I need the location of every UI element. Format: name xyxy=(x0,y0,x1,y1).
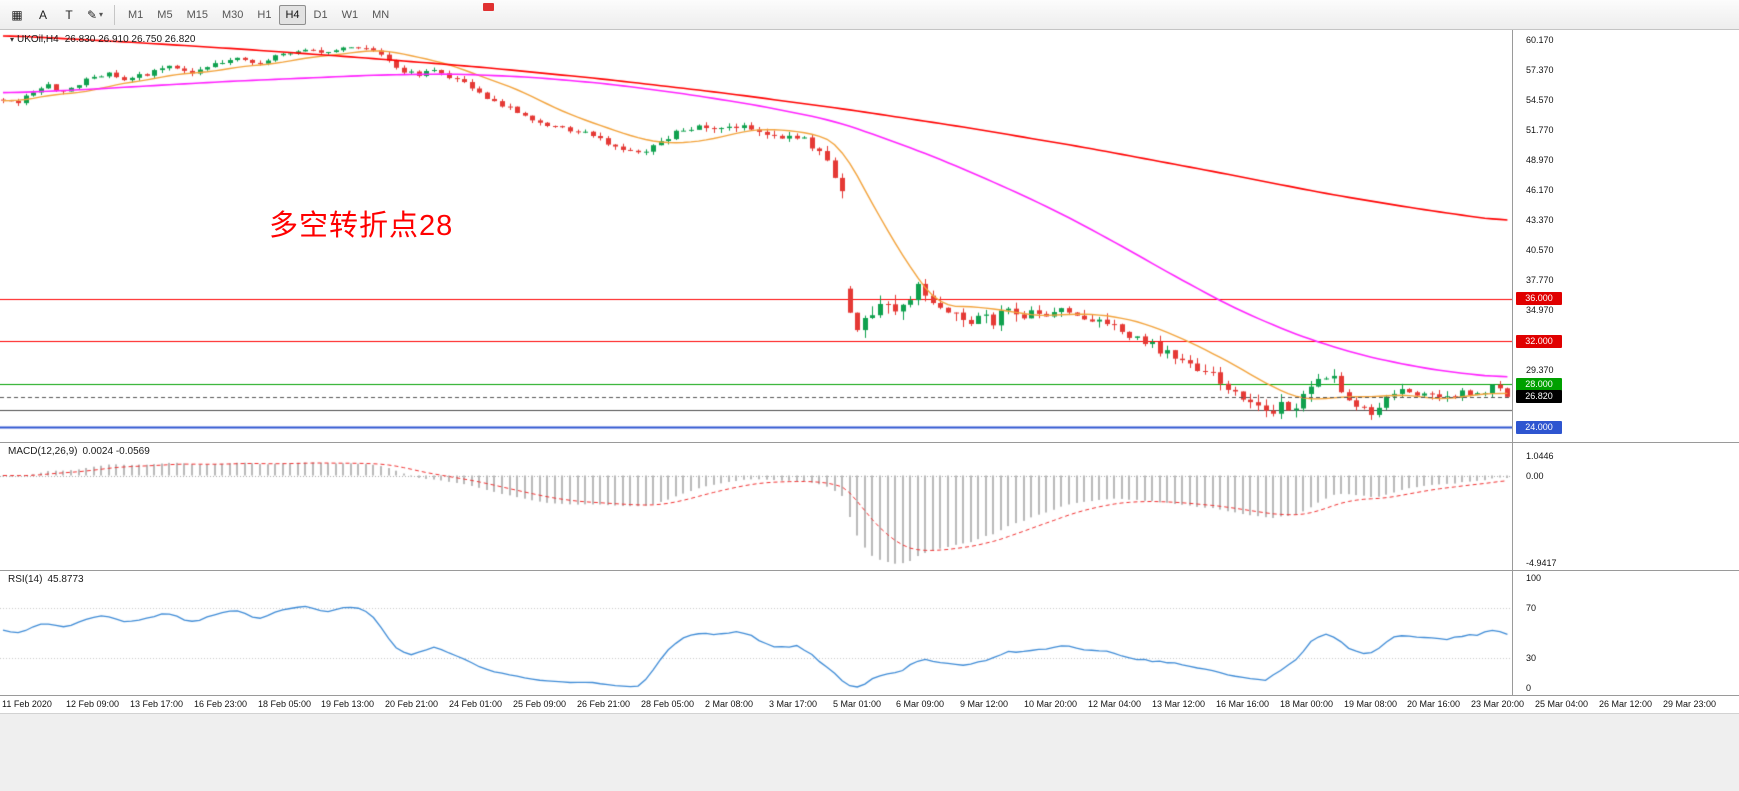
macd-scale-label: 0.00 xyxy=(1526,470,1544,481)
collapse-caret-icon[interactable]: ▾ xyxy=(10,35,15,44)
rsi-indicator-canvas[interactable] xyxy=(0,571,1512,695)
price-badge: 24.000 xyxy=(1516,420,1562,434)
panel-separator[interactable] xyxy=(0,570,1739,571)
time-axis-label: 20 Feb 21:00 xyxy=(385,699,439,709)
timeframe-button-m1[interactable]: M1 xyxy=(128,8,144,21)
timeframe-button-m15[interactable]: M15 xyxy=(186,8,208,21)
price-scale-label: 43.370 xyxy=(1526,214,1554,225)
price-scale-label: 54.570 xyxy=(1526,94,1554,105)
time-axis-label: 20 Mar 16:00 xyxy=(1407,699,1461,709)
time-axis-label: 13 Mar 12:00 xyxy=(1152,699,1206,709)
rsi-scale-label: 100 xyxy=(1526,573,1542,583)
draw-tool-icon[interactable]: ✎ ▾ xyxy=(83,4,107,26)
time-axis-label: 19 Feb 13:00 xyxy=(321,699,375,709)
rsi-scale-label: 0 xyxy=(1526,683,1532,693)
time-axis-label: 23 Mar 20:00 xyxy=(1471,699,1525,709)
time-axis-label: 2 Mar 08:00 xyxy=(705,699,754,709)
drawing-tools-group: ▦ A T ✎ ▾ xyxy=(4,4,108,26)
toolbar-separator xyxy=(114,4,115,25)
time-axis-label: 26 Feb 21:00 xyxy=(577,699,631,709)
price-badge: 28.000 xyxy=(1516,377,1562,391)
price-scale-label: 40.570 xyxy=(1526,244,1554,255)
timeframe-button-mn[interactable]: MN xyxy=(372,8,390,21)
price-scale-label: 46.170 xyxy=(1526,184,1554,195)
time-axis-label: 29 Mar 23:00 xyxy=(1663,699,1717,709)
macd-values: 0.0024 -0.0569 xyxy=(82,446,150,457)
macd-name: MACD(12,26,9) xyxy=(8,446,78,457)
macd-scale-label: 1.0446 xyxy=(1526,450,1554,461)
price-scale-label: 48.970 xyxy=(1526,154,1554,165)
chart-annotation-text[interactable]: 多空转折点28 xyxy=(269,210,454,242)
price-scale-label: 34.970 xyxy=(1526,304,1554,315)
time-axis-label: 12 Feb 09:00 xyxy=(66,699,120,709)
timeframe-button-m5[interactable]: M5 xyxy=(157,8,173,21)
macd-indicator-label: MACD(12,26,9) 0.0024 -0.0569 xyxy=(8,446,150,457)
time-axis-label: 13 Feb 17:00 xyxy=(130,699,184,709)
timeframe-button-d1[interactable]: D1 xyxy=(313,8,328,21)
grid-tool-icon[interactable]: ▦ xyxy=(5,4,29,26)
symbol-label: UKOil,H4 xyxy=(17,34,59,45)
time-axis-label: 6 Mar 09:00 xyxy=(896,699,945,709)
timeframe-button-m30[interactable]: M30 xyxy=(221,8,244,21)
chart-title: ▾ UKOil,H4 26.830 26.910 26.750 26.820 xyxy=(10,34,195,45)
time-axis-label: 24 Feb 01:00 xyxy=(449,699,503,709)
price-scale-label: 29.370 xyxy=(1526,364,1554,375)
time-axis-label: 16 Feb 23:00 xyxy=(194,699,248,709)
time-axis-label: 11 Feb 2020 xyxy=(2,699,52,709)
rsi-value: 45.8773 xyxy=(47,574,84,585)
time-axis-label: 18 Mar 00:00 xyxy=(1280,699,1334,709)
draw-glyph: ✎ xyxy=(86,7,98,22)
time-axis-label: 16 Mar 16:00 xyxy=(1216,699,1270,709)
dropdown-caret-icon[interactable]: ▾ xyxy=(99,10,104,19)
macd-indicator-canvas[interactable] xyxy=(0,443,1512,570)
price-scale-label: 57.370 xyxy=(1526,64,1554,75)
price-badge: 26.820 xyxy=(1516,390,1562,404)
time-axis-label: 3 Mar 17:00 xyxy=(769,699,818,709)
grid-glyph: ▦ xyxy=(11,7,23,22)
rsi-scale-label: 30 xyxy=(1526,652,1537,663)
time-axis-label: 19 Mar 08:00 xyxy=(1344,699,1398,709)
timeframe-button-w1[interactable]: W1 xyxy=(341,8,359,21)
price-badge: 36.000 xyxy=(1516,292,1562,306)
rsi-name: RSI(14) xyxy=(8,574,43,585)
time-axis-label: 28 Feb 05:00 xyxy=(641,699,695,709)
time-axis-label: 25 Feb 09:00 xyxy=(513,699,567,709)
price-badge: 32.000 xyxy=(1516,334,1562,348)
cursor-a-tool-icon[interactable]: A xyxy=(31,4,55,26)
time-axis[interactable]: 11 Feb 2020 12 Feb 09:00 13 Feb 17:00 16 Fe… xyxy=(0,696,1739,713)
rsi-indicator-label: RSI(14) 45.8773 xyxy=(8,574,84,585)
timeframe-buttons-group: M1 M5 M15 M30 H1 H4 D1 W1 MN xyxy=(121,4,396,25)
axis-separator xyxy=(0,695,1739,696)
price-scale-label: 37.770 xyxy=(1526,274,1554,285)
ohlc-values: 26.830 26.910 26.750 26.820 xyxy=(64,34,196,45)
text-tool-icon[interactable]: T xyxy=(57,4,81,26)
panel-separator[interactable] xyxy=(0,442,1739,443)
chart-window: ▾ UKOil,H4 26.830 26.910 26.750 26.820 多空转… xyxy=(0,30,1739,791)
price-scale-label: 60.170 xyxy=(1526,34,1554,45)
time-axis-label: 25 Mar 04:00 xyxy=(1535,699,1589,709)
time-axis-label: 5 Mar 01:00 xyxy=(833,699,882,709)
toolbar: ▦ A T ✎ ▾ M1 M5 M15 M30 H1 H4 D1 W1 MN xyxy=(0,0,1739,30)
text-glyph: T xyxy=(65,7,73,22)
macd-scale-label: -4.9417 xyxy=(1526,558,1557,568)
rsi-scale-label: 70 xyxy=(1526,603,1537,614)
time-axis-label: 9 Mar 12:00 xyxy=(960,699,1009,709)
price-scale-border xyxy=(1512,30,1513,713)
bottom-strip xyxy=(0,713,1739,791)
time-axis-label: 18 Feb 05:00 xyxy=(258,699,312,709)
timeframe-button-h1[interactable]: H1 xyxy=(257,8,272,21)
time-axis-label: 26 Mar 12:00 xyxy=(1599,699,1653,709)
red-indicator-icon xyxy=(483,3,494,11)
cursor-a-glyph: A xyxy=(38,7,47,22)
timeframe-button-h4[interactable]: H4 xyxy=(279,4,306,25)
price-scale-label: 51.770 xyxy=(1526,124,1554,135)
time-axis-label: 10 Mar 20:00 xyxy=(1024,699,1078,709)
time-axis-label: 12 Mar 04:00 xyxy=(1088,699,1142,709)
price-chart-canvas[interactable] xyxy=(0,30,1512,442)
